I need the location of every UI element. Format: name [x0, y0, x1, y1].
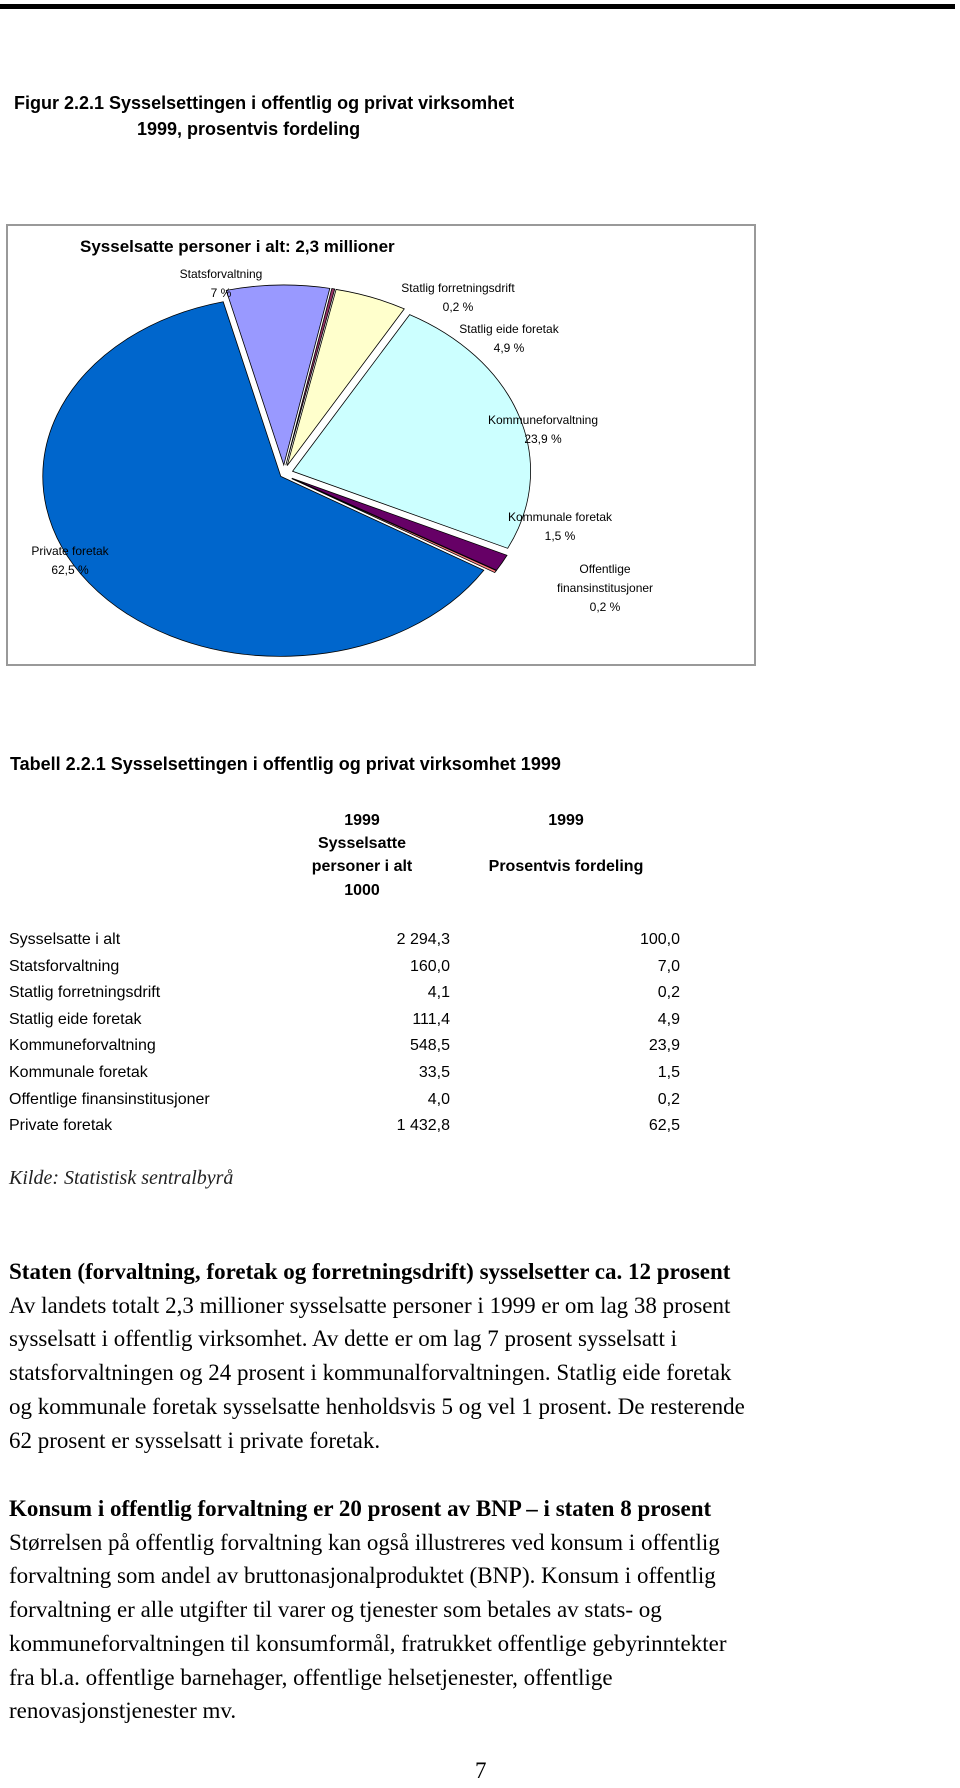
chart-frame [6, 224, 756, 666]
pie-slice [285, 288, 336, 466]
cell-value: 0,2 [657, 984, 680, 1002]
slice-value-label: 0,2 % [442, 300, 474, 314]
table-header: 1999 [344, 812, 380, 829]
row-label: Kommunale foretak [9, 1064, 148, 1081]
paragraph-line: sysselsatt i offentlig virksomhet. Av de… [9, 1326, 677, 1352]
slice-value-label: 4,9 % [493, 341, 525, 355]
slice-value-label: 23,9 % [524, 432, 562, 446]
row-label: Private foretak [9, 1117, 113, 1135]
paragraph-line: Av landets totalt 2,3 millioner sysselsa… [9, 1292, 731, 1318]
cell-value: 33,5 [418, 1064, 450, 1081]
cell-value: 2 294,3 [396, 931, 450, 948]
pie-slice [225, 284, 331, 467]
table-header: 1000 [344, 882, 380, 899]
cell-value: 1 432,8 [396, 1117, 450, 1135]
paragraph-line: 62 prosent er sysselsatt i private foret… [9, 1427, 381, 1453]
paragraph-line: forvaltning er alle utgifter til varer o… [9, 1597, 662, 1623]
source: Kilde: Statistisk sentralbyrå [9, 1167, 234, 1189]
slice-label: Kommunale foretak [507, 510, 613, 524]
table-header: 1999 [548, 812, 584, 829]
paragraph-line: kommuneforvaltningen til konsumformål, f… [9, 1630, 727, 1656]
row-label: Statlig forretningsdrift [9, 984, 161, 1002]
cell-value: 111,4 [412, 1010, 450, 1028]
paragraph-line: statsforvaltningen og 24 prosent i kommu… [9, 1360, 732, 1386]
paragraph-line: Størrelsen på offentlig forvaltning kan … [9, 1529, 720, 1555]
row-label: Sysselsatte i alt [9, 931, 121, 948]
cell-value: 100,0 [639, 931, 680, 948]
pie-slice [291, 477, 508, 571]
paragraph-heading: Konsum i offentlig forvaltning er 20 pro… [9, 1496, 712, 1521]
chart-title: Sysselsatte personer i alt: 2,3 millione… [80, 237, 395, 256]
cell-value: 160,0 [409, 957, 450, 975]
row-label: Statsforvaltning [9, 957, 120, 975]
pie-chart [42, 284, 531, 657]
pie-slice [291, 314, 531, 549]
slice-label: Kommuneforvaltning [487, 413, 599, 427]
cell-value: 23,9 [648, 1037, 680, 1055]
cell-value: 7,0 [657, 957, 680, 975]
page-number: 7 [475, 1758, 487, 1783]
pie-slice [291, 478, 497, 574]
paragraph-line: forvaltning som andel av bruttonasjonalp… [9, 1563, 716, 1589]
figure-caption: 1999, prosentvis fordeling [137, 119, 361, 139]
slice-label: Statlig eide foretak [459, 322, 559, 336]
top-rule [0, 4, 955, 9]
paragraph-heading: Staten (forvaltning, foretak og forretni… [9, 1259, 731, 1284]
slice-value-label: 7 % [210, 286, 232, 300]
slice-value-label: 1,5 % [544, 529, 576, 543]
row-label: Statlig eide foretak [9, 1010, 142, 1028]
cell-value: 0,2 [657, 1090, 680, 1108]
table-header: Sysselsatte [317, 835, 407, 852]
table-title: Tabell 2.2.1 Sysselsettingen i offentlig… [10, 754, 561, 774]
row-label: Offentlige finansinstitusjoner [9, 1090, 210, 1108]
table-header: Prosentvis fordeling [488, 858, 644, 875]
figure-caption: Figur 2.2.1 Sysselsettingen i offentlig … [14, 93, 515, 113]
row-label: Kommuneforvaltning [9, 1037, 156, 1055]
cell-value: 4,9 [657, 1010, 680, 1028]
paragraph-line: renovasjonstjenester mv. [9, 1698, 237, 1724]
slice-value-label: 0,2 % [589, 600, 621, 614]
paragraph-line: og kommunale foretak sysselsatte henhold… [9, 1393, 745, 1419]
cell-value: 548,5 [409, 1037, 450, 1055]
slice-label: Statlig forretningsdrift [401, 281, 515, 295]
slice-label: Offentlige finansinstitusjoner [557, 562, 654, 595]
slice-label: Statsforvaltning [179, 267, 263, 281]
pie-slice [286, 288, 405, 466]
paragraph-line: fra bl.a. offentlige barnehager, offentl… [9, 1664, 613, 1690]
cell-value: 1,5 [657, 1064, 680, 1081]
slice-label: Private foretak [31, 544, 109, 558]
table-header: personer i alt [311, 858, 413, 875]
slice-value-label: 62,5 % [51, 563, 89, 577]
pie-slice [42, 301, 485, 657]
cell-value: 4,0 [427, 1090, 450, 1108]
cell-value: 4,1 [427, 984, 450, 1002]
cell-value: 62,5 [648, 1117, 680, 1135]
